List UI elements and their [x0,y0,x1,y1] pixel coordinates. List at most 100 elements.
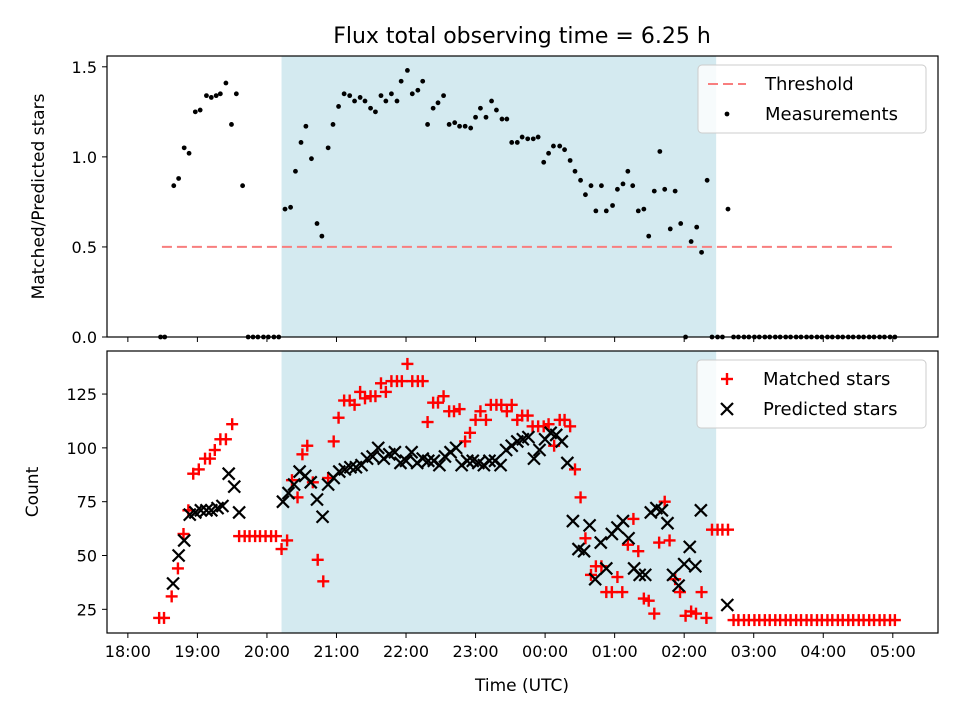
matched-point [177,527,190,540]
measurement-point [535,134,541,140]
measurement-point [678,221,684,226]
measurement-point [557,143,563,149]
predicted-point [365,449,380,464]
matched-point [165,590,178,603]
measurement-point [223,80,229,86]
y-tick-label: 75 [77,493,97,512]
measurement-point [389,91,394,97]
measurement-point [233,91,239,97]
measurement-point [409,91,415,97]
measurement-point [383,98,389,104]
predicted-point [171,548,186,563]
matched-point [542,418,555,431]
predicted-point [632,568,647,582]
bottom-axes: 18:00 19:00 20:00 21:00 22:00 23:00 00:00 01:00… [66,385,915,661]
measurement-point [483,114,489,120]
measurement-point [646,233,652,239]
measurement-point [303,123,309,129]
matched-point [401,357,414,370]
y-tick-label: 125 [66,385,97,404]
matched-point [374,377,387,390]
measurement-point [672,188,678,194]
matched-point [505,398,518,411]
bottom-points [153,357,901,627]
x-tick-label: 01:00 [592,642,638,661]
matched-point [208,444,221,457]
bottom-observing-span [281,351,717,633]
measurement-point [282,206,288,212]
x-tick-label: 02:00 [661,642,707,661]
measurement-point [293,168,298,174]
predicted-point [199,503,214,518]
measurement-point [176,176,182,181]
matched-point [285,474,298,487]
matched-point [327,435,340,448]
measurement-point [651,188,657,194]
matched-point [301,439,314,452]
matched-point [658,495,671,508]
measurement-point [204,93,209,99]
x-tick-label: 21:00 [313,642,359,661]
predicted-point [310,492,324,507]
measurement-point [667,226,673,232]
measurement-point [468,125,474,131]
measurement-point [457,123,462,129]
matched-point [500,405,513,418]
measurement-point [325,145,331,151]
matched-point [296,448,309,461]
measurement-point [620,181,626,187]
y-tick-label: 100 [66,439,97,458]
predicted-point [276,494,290,509]
measurement-point [330,122,336,127]
predicted-point [638,568,653,582]
measurement-point [478,105,483,111]
matched-point [558,413,571,426]
predicted-point [577,544,591,558]
y-tick-label: 50 [77,547,97,566]
matched-point [469,413,482,426]
predicted-point [388,445,402,459]
measurement-point [415,87,421,93]
matched-point [495,398,508,411]
legend-bottom: Matched stars Predicted stars [696,359,927,429]
measurement-point [494,107,499,113]
measurement-point [662,186,668,192]
measurement-point [368,105,373,111]
matched-point [379,385,392,398]
matched-point [322,472,335,485]
measurement-point [499,116,505,122]
matched-point [269,530,282,543]
predicted-point [655,503,669,518]
matched-point [579,532,592,545]
measurement-point [610,203,615,208]
y-tick-label: 25 [77,600,97,619]
measurement-point [288,204,293,210]
predicted-point [688,559,703,574]
matched-point [569,463,582,476]
matched-point [192,463,205,476]
x-tick-label: 22:00 [383,642,429,661]
predicted-point [303,475,318,490]
y-tick-label: 0.5 [72,238,97,257]
measurement-point [217,91,223,97]
predicted-point [694,503,708,518]
measurement-point [309,156,314,162]
predicted-point [482,454,497,468]
measurement-point [192,109,198,115]
matched-point [158,611,171,624]
predicted-point [194,503,208,518]
matched-point [474,405,487,418]
matched-point [358,392,371,405]
measurement-point [473,114,478,120]
measurement-point [441,93,446,99]
measurement-point [181,145,187,151]
measurement-point [425,122,430,127]
y-tick-label: 1.5 [72,58,97,77]
predicted-point [232,505,246,520]
predicted-point [593,535,608,550]
predicted-point [599,561,614,576]
top-axes: 0.0 0.5 1.0 1.5 [72,58,894,347]
matched-point [219,433,232,446]
x-tick-label: 04:00 [800,642,846,661]
measurement-point [599,183,604,189]
